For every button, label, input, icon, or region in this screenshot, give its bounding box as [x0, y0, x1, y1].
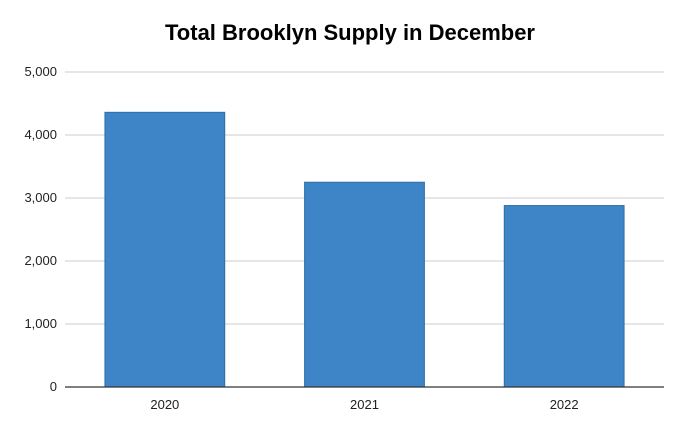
y-axis-ticks: 0 1,000 2,000 3,000 4,000 5,000: [24, 64, 57, 394]
y-tick-label: 0: [50, 379, 57, 394]
y-tick-label: 3,000: [24, 190, 57, 205]
chart-title: Total Brooklyn Supply in December: [165, 20, 535, 45]
y-tick-label: 1,000: [24, 316, 57, 331]
x-tick-label: 2021: [350, 397, 379, 412]
y-tick-label: 4,000: [24, 127, 57, 142]
y-tick-label: 5,000: [24, 64, 57, 79]
x-axis-ticks: 2020 2021 2022: [150, 397, 578, 412]
y-tick-label: 2,000: [24, 253, 57, 268]
bar-2022: [503, 205, 625, 388]
bar-2021: [304, 181, 425, 388]
x-tick-label: 2022: [550, 397, 579, 412]
bar-2020: [104, 111, 226, 388]
bars: [104, 111, 625, 388]
x-tick-label: 2020: [150, 397, 179, 412]
